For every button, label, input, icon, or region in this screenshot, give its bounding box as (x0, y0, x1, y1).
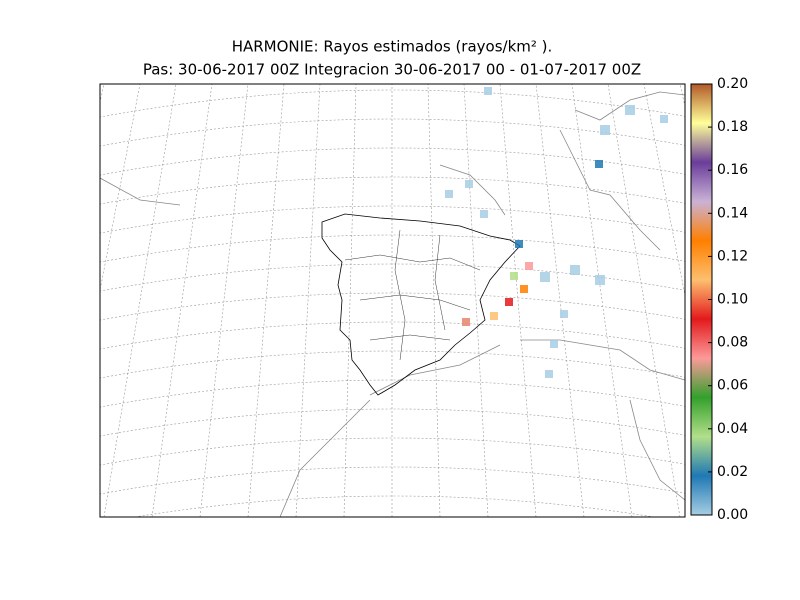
colorbar-tick-label: 0.10 (717, 292, 748, 308)
cell (570, 265, 580, 275)
parallel (100, 263, 685, 292)
meridian (247, 84, 285, 517)
colorbar-tick-label: 0.00 (717, 507, 748, 523)
parallel (100, 205, 685, 234)
parallel (100, 292, 685, 321)
meridian (343, 84, 357, 517)
meridian (151, 84, 213, 517)
meridian (295, 84, 321, 517)
cell (490, 312, 498, 320)
colorbar-tick-label: 0.16 (717, 162, 748, 178)
parallel (100, 147, 685, 176)
parallel (100, 350, 685, 379)
cell (545, 370, 553, 378)
parallel (133, 495, 656, 517)
parallel (100, 118, 685, 147)
colorbar-tick-label: 0.18 (717, 119, 748, 135)
colorbar-tick-label: 0.06 (717, 378, 748, 394)
parallel (100, 466, 685, 495)
meridian (103, 84, 177, 517)
parallel (100, 408, 685, 437)
cell (560, 310, 568, 318)
iberia-outline (321, 213, 521, 396)
colorbar-tick-label: 0.14 (717, 205, 748, 221)
colorbar-tick-label: 0.20 (717, 76, 748, 92)
coast (629, 399, 685, 501)
map-title: HARMONIE: Rayos estimados (rayos/km² ). (232, 38, 553, 56)
cell (525, 262, 533, 270)
coast (520, 339, 685, 381)
meridian (463, 84, 489, 517)
coast (100, 177, 181, 206)
coast (574, 91, 685, 121)
cell (520, 285, 528, 293)
cell (515, 240, 523, 248)
cell (550, 340, 558, 348)
cell (625, 105, 635, 115)
coastlines (100, 91, 685, 517)
meridian (427, 84, 441, 517)
map-frame (99, 83, 686, 518)
cell (540, 272, 550, 282)
colorbar-tick-label: 0.02 (717, 464, 748, 480)
meridian (571, 84, 633, 517)
cell (480, 210, 488, 218)
coast (439, 164, 506, 216)
cell (445, 190, 453, 198)
colorbar-tick-label: 0.12 (717, 248, 748, 264)
meridian (607, 84, 681, 517)
graticule (100, 84, 685, 517)
cell (595, 160, 603, 168)
cell (505, 298, 513, 306)
cell (600, 125, 610, 135)
meridian (499, 84, 537, 517)
cell (462, 318, 470, 326)
coast (369, 344, 501, 396)
parallel (100, 234, 685, 263)
cell (510, 272, 518, 280)
cell (595, 275, 605, 285)
cell (660, 115, 668, 123)
map-subtitle: Pas: 30-06-2017 00Z Integracion 30-06-20… (143, 61, 641, 79)
coast (559, 129, 661, 251)
meridian (535, 84, 585, 517)
parallel (100, 379, 685, 408)
province-borders (344, 229, 481, 361)
parallel (100, 176, 685, 205)
parallel (100, 321, 685, 350)
meridian (199, 84, 249, 517)
lightning-cells (445, 87, 668, 378)
parallel (100, 437, 685, 466)
cell (484, 87, 492, 95)
cell (465, 180, 473, 188)
colorbar-tick-label: 0.08 (717, 335, 748, 351)
colorbar-tick-label: 0.04 (717, 421, 748, 437)
coast (279, 399, 371, 517)
